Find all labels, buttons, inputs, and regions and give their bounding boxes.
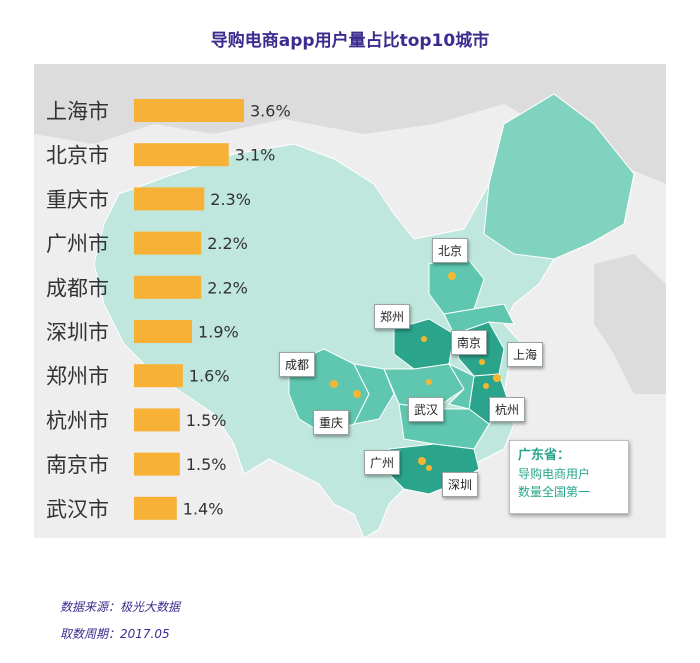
category-label: 成都市 (46, 276, 109, 300)
category-label: 郑州市 (46, 365, 109, 389)
label-wuhan: 武汉 (408, 397, 445, 422)
chart-title: 导购电商app用户量占比top10城市 (210, 31, 490, 51)
dot-shenzhen (426, 465, 432, 471)
dot-hangzhou (483, 383, 489, 389)
dot-shanghai (493, 374, 501, 382)
bar (134, 320, 193, 343)
label-chongqing: 重庆 (313, 410, 350, 435)
label-guangzhou: 广州 (364, 450, 401, 475)
data-source: 数据来源：极光大数据 (60, 600, 181, 614)
bar (134, 408, 180, 432)
dot-chengdu (330, 380, 338, 388)
value-label: 2.3% (210, 190, 251, 209)
bar (134, 99, 244, 122)
neighbour-land-east (594, 254, 666, 394)
value-label: 1.9% (198, 323, 239, 342)
category-label: 深圳市 (46, 321, 109, 345)
value-label: 2.2% (207, 234, 248, 253)
dot-chongqing (353, 390, 361, 398)
value-label: 1.6% (189, 367, 230, 386)
category-label: 广州市 (46, 232, 109, 256)
bar (134, 231, 202, 255)
dot-guangzhou (418, 457, 426, 465)
neighbour-land-north (34, 64, 666, 184)
label-nanjing: 南京 (451, 330, 488, 355)
label-shanghai: 上海 (507, 342, 544, 367)
dot-wuhan (426, 379, 432, 385)
category-label: 武汉市 (46, 497, 109, 521)
value-label: 3.1% (235, 146, 276, 165)
data-period: 取数周期：2017.05 (60, 627, 170, 641)
province-anhui (447, 362, 475, 410)
province-northeast (483, 93, 635, 260)
label-shenzhen: 深圳 (442, 472, 479, 497)
label-zhengzhou: 郑州 (374, 304, 411, 329)
category-label: 南京市 (46, 453, 109, 477)
callout-line-1: 导购电商用户 (518, 467, 591, 481)
label-chengdu: 成都 (279, 352, 316, 377)
guangdong-callout: 广东省： 导购电商用户 数量全国第一 (509, 440, 629, 514)
bar (134, 452, 180, 476)
value-label: 2.2% (207, 278, 248, 297)
bar (134, 496, 177, 520)
value-label: 1.5% (186, 411, 227, 430)
value-label: 3.6% (250, 102, 291, 121)
value-label: 1.4% (183, 499, 224, 518)
province-shandong (443, 303, 515, 335)
label-beijing: 北京 (432, 238, 469, 263)
bar (134, 187, 205, 211)
bar (134, 275, 202, 299)
bar (134, 364, 183, 388)
callout-line-2: 数量全国第一 (518, 485, 591, 499)
value-label: 1.5% (186, 455, 227, 474)
dot-nanjing (479, 359, 485, 365)
category-label: 杭州市 (46, 409, 109, 433)
category-label: 北京市 (46, 144, 109, 168)
bar (134, 143, 229, 167)
category-label: 上海市 (46, 100, 109, 124)
category-label: 重庆市 (46, 188, 109, 212)
callout-province: 广东省： (518, 448, 571, 463)
dot-beijing (448, 272, 456, 280)
dot-zhengzhou (421, 336, 427, 342)
label-hangzhou: 杭州 (489, 397, 526, 422)
